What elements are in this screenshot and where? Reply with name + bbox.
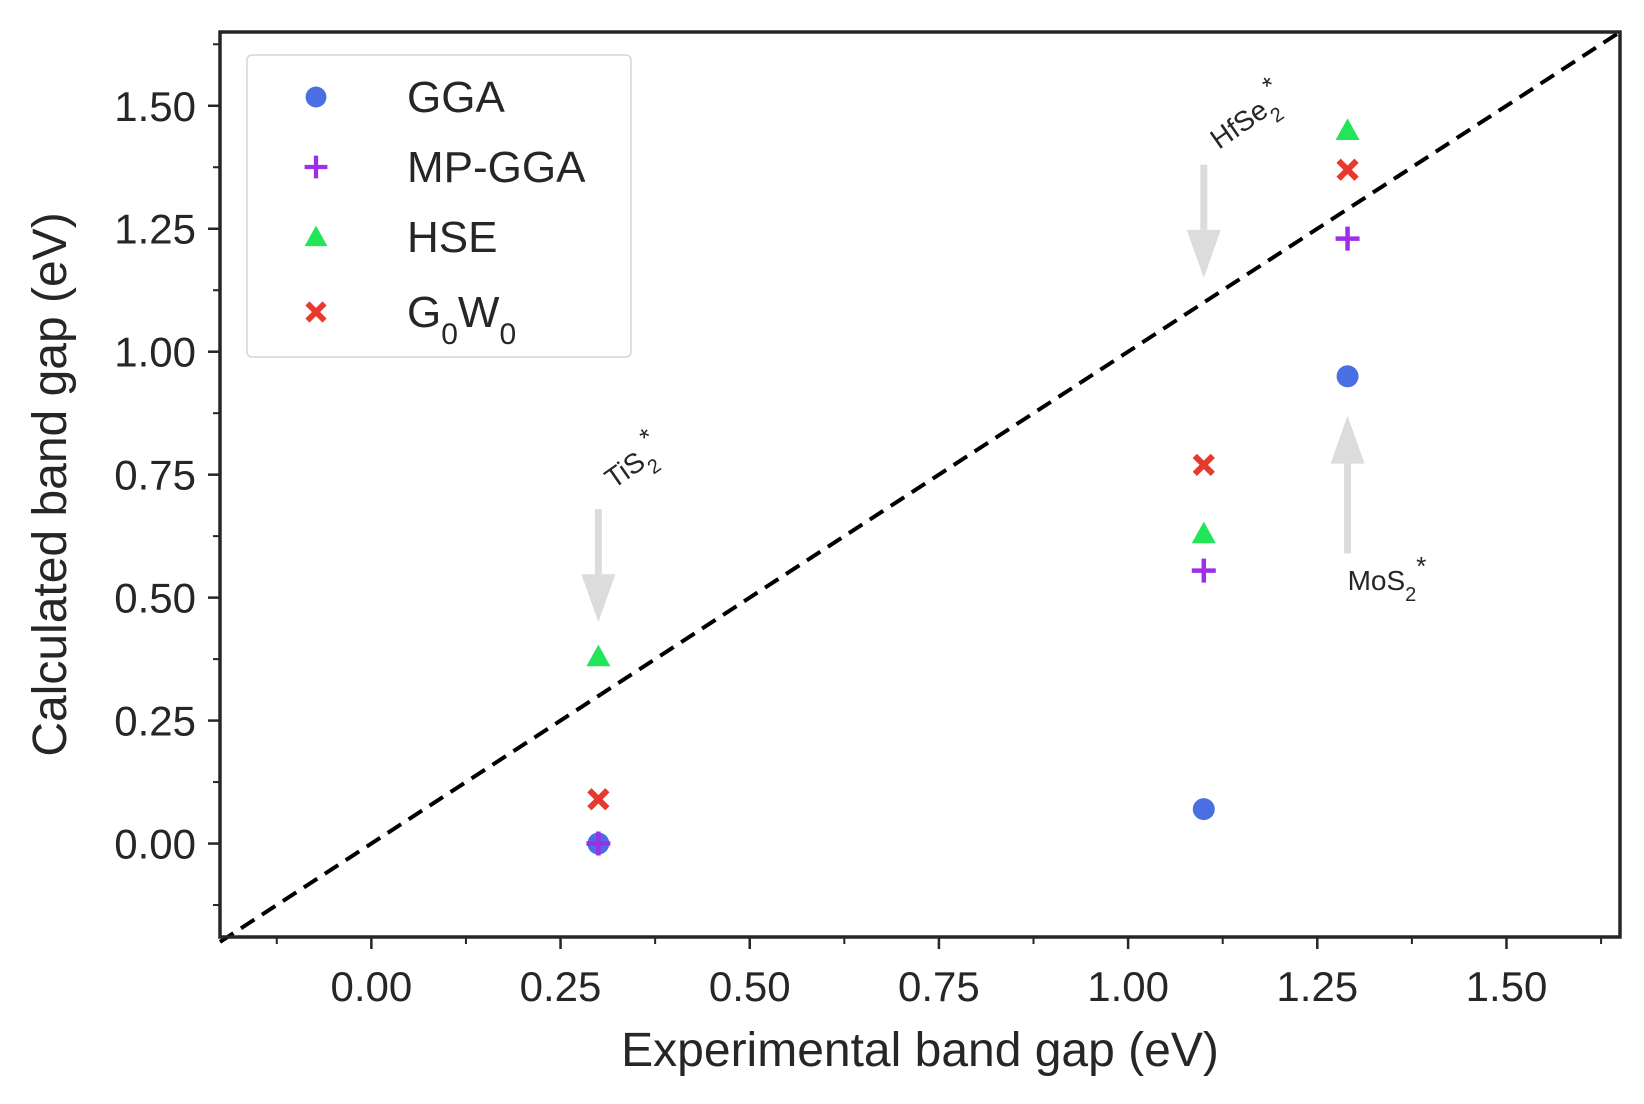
x-tick-label: 0.25 [520, 963, 602, 1010]
x-axis-title: Experimental band gap (eV) [621, 1024, 1219, 1077]
x-tick-label: 0.00 [330, 963, 412, 1010]
y-tick-label: 1.50 [114, 83, 196, 130]
x-tick-label: 1.00 [1087, 963, 1169, 1010]
reference-line-group [218, 30, 1622, 944]
annotation-base-tis2: TiS [599, 445, 650, 494]
legend-box [246, 54, 632, 358]
annotation-arrow-head-hfse2 [1186, 229, 1221, 278]
annotation-sub-mos2: 2 [1405, 584, 1416, 606]
annotation-sub-hfse2: 2 [1266, 103, 1288, 127]
y-tick-label: 0.25 [114, 698, 196, 745]
legend-text-base: G [407, 288, 441, 337]
y-tick-label: 1.25 [114, 206, 196, 253]
x-tick-label: 0.75 [898, 963, 980, 1010]
legend-label-hse: HSE [407, 213, 497, 262]
y-tick-label: 0.50 [114, 575, 196, 622]
legend-text-base: MP-GGA [407, 143, 586, 192]
legend-text-mid: W [458, 288, 500, 337]
legend-marker-gga [305, 86, 327, 108]
legend-label-g0w0: G0W0 [407, 288, 516, 351]
legend-label-gga: GGA [407, 73, 505, 122]
point-g0w0-2 [1336, 158, 1359, 181]
diagonal-reference-line [218, 30, 1622, 944]
legend-text-base: HSE [407, 213, 497, 262]
point-gga-2 [1336, 365, 1359, 388]
legend-marker-hse [304, 225, 328, 247]
annotation-sup-hfse2: * [1257, 70, 1283, 100]
y-axis-title: Calculated band gap (eV) [24, 212, 77, 756]
y-tick-label: 0.75 [114, 452, 196, 499]
legend-text-sub: 0 [499, 318, 516, 351]
legend-marker-g0w0 [305, 301, 327, 323]
legend-marker-mp-gga [304, 155, 328, 179]
x-tick-label: 0.50 [709, 963, 791, 1010]
axes-group: 0.00 0.25 0.50 0.75 1.00 1.25 1.50 0.00 0.25 0.50… [24, 30, 1622, 1077]
point-mp-gga-2 [1335, 226, 1360, 251]
annotation-label-hfse2: HfSe2 * [1197, 70, 1297, 163]
point-hse-0 [586, 644, 611, 667]
annotation-arrow-head-tis2 [581, 574, 616, 623]
point-mp-gga-0 [586, 831, 611, 856]
annotation-sup-mos2: * [1416, 551, 1426, 581]
data-points-group [586, 118, 1360, 856]
legend-text-sub: 0 [441, 318, 458, 351]
annotation-arrow-head-mos2 [1330, 415, 1365, 464]
x-tick-label: 1.50 [1466, 963, 1548, 1010]
point-mp-gga-1 [1191, 558, 1216, 583]
annotation-label-mos2: MoS2* [1348, 551, 1427, 606]
legend-text-base: GGA [407, 73, 505, 122]
annotation-sup-tis2: * [634, 422, 660, 452]
point-hse-2 [1335, 118, 1360, 140]
y-tick-label: 1.00 [114, 329, 196, 376]
annotation-base-hfse2: HfSe [1205, 94, 1274, 155]
legend-label-mp-gga: MP-GGA [407, 143, 586, 192]
point-g0w0-0 [587, 788, 610, 811]
x-tick-label: 1.25 [1276, 963, 1358, 1010]
point-g0w0-1 [1192, 453, 1215, 476]
annotations-group: TiS2*HfSe2*MoS2* [581, 70, 1427, 623]
annotation-base-mos2: MoS [1348, 565, 1406, 596]
point-gga-1 [1192, 798, 1215, 821]
annotation-sub-tis2: 2 [644, 455, 666, 479]
y-tick-label: 0.00 [114, 821, 196, 868]
plot-frame [218, 30, 1622, 939]
annotation-label-tis2: TiS2 * [591, 422, 674, 503]
point-hse-1 [1191, 521, 1216, 544]
